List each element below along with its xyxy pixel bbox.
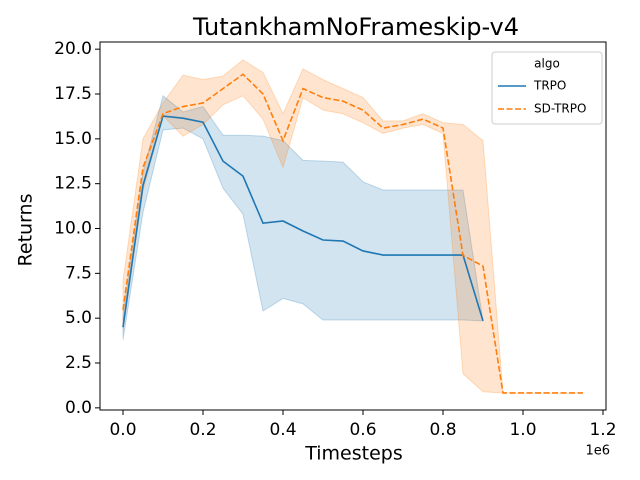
x-tick-label: 0.4 [269,420,296,440]
confidence-band [122,94,484,340]
y-tick-label: 7.5 [65,263,92,283]
legend-title: algo [534,57,560,71]
x-tick-label: 0.2 [189,420,216,440]
y-axis-label: Returns [15,194,37,267]
x-tick-label: 0.6 [349,420,376,440]
plot-frame [99,41,607,411]
x-tick-label: 1.0 [509,420,536,440]
x-offset-label: 1e6 [585,444,610,459]
y-tick-label: 17.5 [54,84,92,104]
legend-label: SD-TRPO [534,102,586,116]
x-axis-label: Timesteps [304,443,403,465]
x-tick-label: 0.0 [109,420,136,440]
y-tick-label: 15.0 [54,129,92,149]
y-tick-label: 0.0 [65,398,92,418]
y-tick-label: 10.0 [54,219,92,239]
y-tick-label: 2.5 [65,353,92,373]
legend-box [491,51,603,125]
y-tick-label: 20.0 [54,39,92,59]
legend-label: TRPO [533,79,566,93]
y-tick-label: 12.5 [54,174,92,194]
chart-title: TutankhamNoFrameskip-v4 [192,13,519,41]
y-tick-label: 5.0 [65,308,92,328]
x-tick-label: 0.8 [429,420,456,440]
series-line [122,115,484,328]
series-line [122,73,583,394]
legend: algo TRPO SD-TRPO [491,51,603,125]
x-tick-label: 1.2 [589,420,616,440]
